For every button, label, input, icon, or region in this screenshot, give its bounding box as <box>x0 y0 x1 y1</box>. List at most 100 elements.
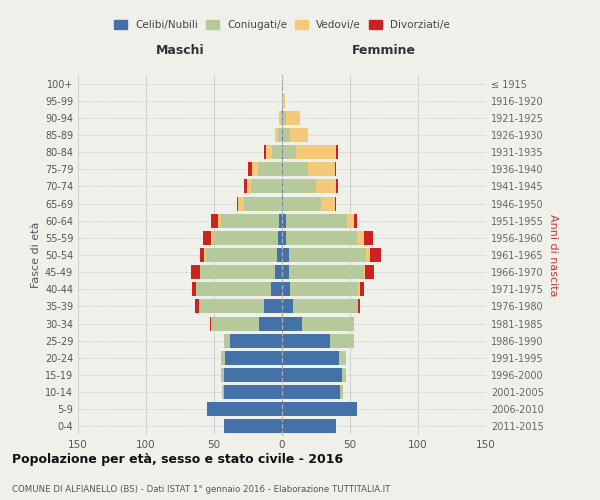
Bar <box>283 162 308 176</box>
Bar <box>265 145 266 159</box>
Bar <box>282 351 339 365</box>
Bar <box>195 300 199 314</box>
Bar <box>316 180 337 194</box>
Bar <box>279 214 282 228</box>
Bar <box>337 180 338 194</box>
Bar <box>282 111 283 125</box>
Bar <box>329 334 354 347</box>
Bar <box>192 282 196 296</box>
Bar <box>271 282 282 296</box>
Bar <box>278 231 282 245</box>
Bar <box>266 145 272 159</box>
Y-axis label: Anni di nascita: Anni di nascita <box>548 214 557 296</box>
Bar <box>207 402 282 416</box>
Bar <box>364 265 365 279</box>
Bar <box>282 128 283 142</box>
Bar <box>289 248 367 262</box>
Bar <box>282 231 286 245</box>
Bar <box>354 214 357 228</box>
Bar <box>230 334 282 347</box>
Bar <box>281 111 282 125</box>
Bar <box>206 248 277 262</box>
Bar <box>225 351 282 365</box>
Bar <box>191 265 200 279</box>
Bar <box>224 334 230 347</box>
Bar <box>283 196 322 210</box>
Bar <box>212 231 278 245</box>
Text: COMUNE DI ALFIANELLO (BS) - Dati ISTAT 1° gennaio 2016 - Elaborazione TUTTITALIA: COMUNE DI ALFIANELLO (BS) - Dati ISTAT 1… <box>12 485 391 494</box>
Bar <box>218 214 221 228</box>
Bar <box>340 385 343 399</box>
Bar <box>322 196 335 210</box>
Bar <box>275 265 282 279</box>
Bar <box>244 196 282 210</box>
Text: Maschi: Maschi <box>155 44 205 58</box>
Bar <box>200 248 205 262</box>
Bar <box>282 248 289 262</box>
Bar <box>293 300 358 314</box>
Bar <box>364 231 373 245</box>
Bar <box>286 214 347 228</box>
Bar <box>339 351 346 365</box>
Bar <box>282 145 283 159</box>
Bar <box>282 214 286 228</box>
Bar <box>196 282 271 296</box>
Bar <box>211 316 259 330</box>
Bar <box>237 196 238 210</box>
Bar <box>282 94 283 108</box>
Bar <box>221 368 224 382</box>
Bar <box>370 248 381 262</box>
Bar <box>283 145 296 159</box>
Bar <box>337 145 338 159</box>
Bar <box>244 180 247 194</box>
Bar <box>282 334 329 347</box>
Bar <box>224 368 282 382</box>
Bar <box>221 351 225 365</box>
Text: Popolazione per età, sesso e stato civile - 2016: Popolazione per età, sesso e stato civil… <box>12 452 343 466</box>
Bar <box>296 145 337 159</box>
Bar <box>279 111 281 125</box>
Bar <box>203 231 211 245</box>
Bar <box>282 162 283 176</box>
Bar <box>286 231 357 245</box>
Bar <box>275 128 278 142</box>
Bar <box>199 300 265 314</box>
Bar <box>282 316 302 330</box>
Bar <box>282 300 293 314</box>
Bar <box>277 248 282 262</box>
Bar <box>365 265 374 279</box>
Y-axis label: Fasce di età: Fasce di età <box>31 222 41 288</box>
Bar <box>221 214 279 228</box>
Text: Femmine: Femmine <box>352 44 416 58</box>
Bar <box>259 316 282 330</box>
Bar <box>302 316 354 330</box>
Bar <box>286 111 299 125</box>
Bar <box>252 162 257 176</box>
Bar <box>347 214 354 228</box>
Bar <box>358 282 359 296</box>
Bar <box>342 368 346 382</box>
Bar <box>210 316 211 330</box>
Bar <box>283 180 316 194</box>
Bar <box>358 300 359 314</box>
Legend: Celibi/Nubili, Coniugati/e, Vedovi/e, Divorziati/e: Celibi/Nubili, Coniugati/e, Vedovi/e, Di… <box>110 16 454 34</box>
Bar <box>278 128 282 142</box>
Bar <box>283 128 290 142</box>
Bar <box>224 420 282 434</box>
Bar <box>290 128 308 142</box>
Bar <box>257 162 282 176</box>
Bar <box>290 282 358 296</box>
Bar <box>335 162 337 176</box>
Bar <box>247 180 251 194</box>
Bar <box>282 196 283 210</box>
Bar <box>282 385 340 399</box>
Bar <box>308 162 335 176</box>
Bar <box>222 385 224 399</box>
Bar <box>238 196 244 210</box>
Bar <box>282 265 289 279</box>
Bar <box>224 385 282 399</box>
Bar <box>359 282 364 296</box>
Bar <box>283 94 285 108</box>
Bar <box>367 248 370 262</box>
Bar <box>282 402 357 416</box>
